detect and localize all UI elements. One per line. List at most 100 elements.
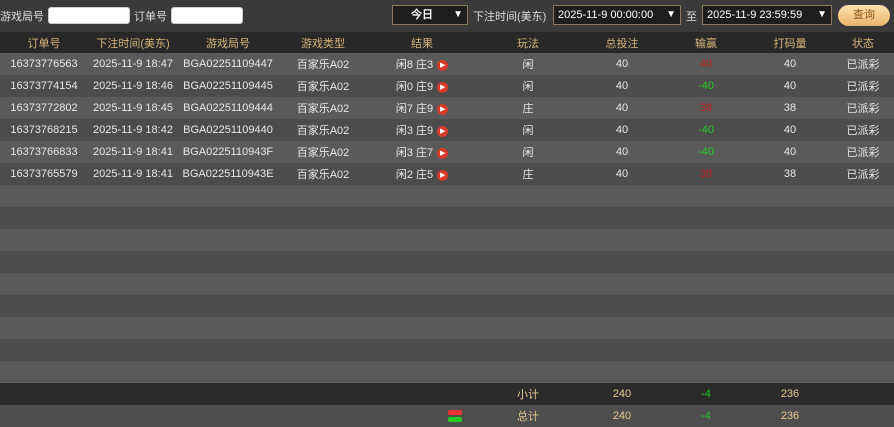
column-header: 游戏类型 [278,32,368,53]
round-value: BGA0225110943E [182,168,274,180]
cell-status [832,339,894,361]
cell-bet: 40 [580,97,664,119]
column-header: 下注时间(美东) [88,32,178,53]
cell-time: 2025-11-9 18:42 [88,119,178,141]
cell-bet: 40 [580,53,664,75]
time-value: 2025-11-9 18:46 [93,80,173,92]
cell-play: 庄 [476,97,580,119]
play-value: 庄 [522,169,534,181]
result-value: 闲3 庄9 [395,125,434,137]
cell-code [748,207,832,229]
cell-round: BGA0225110943E [178,163,278,185]
cell-round [178,361,278,383]
cell-order: 16373766833 [0,141,88,163]
cell-win: -40 [664,119,748,141]
end-time-select[interactable]: 2025-11-9 23:59:59 ▼ [702,5,832,25]
cell-win: -40 [664,141,748,163]
cell-play: 闲 [476,53,580,75]
table-row[interactable]: 16373766833 2025-11-9 18:41 BGA0225110943F… [0,141,894,163]
cell-code [748,251,832,273]
cell-order: 16373765579 [0,163,88,185]
cell-round: BGA02251109440 [178,119,278,141]
cell-status [832,185,894,207]
subtotal-code: 236 [780,388,800,400]
cell-time [88,295,178,317]
cell-result [368,317,476,339]
query-button[interactable]: 查询 [838,5,890,26]
cell-code [748,339,832,361]
cell-code: 38 [748,97,832,119]
refresh-swap-icon[interactable] [448,410,462,423]
bet-value: 40 [615,58,629,70]
play-video-icon[interactable]: ▶ [437,125,449,137]
play-video-icon[interactable]: ▶ [437,81,449,93]
column-header: 总投注 [580,32,664,53]
play-video-icon[interactable]: ▶ [437,169,449,181]
cell-code: 38 [748,163,832,185]
cell-win [664,251,748,273]
cell-round: BGA02251109447 [178,53,278,75]
table-row[interactable]: 16373768215 2025-11-9 18:42 BGA02251109440… [0,119,894,141]
column-header: 输赢 [664,32,748,53]
cell-play [476,229,580,251]
cell-type [278,229,368,251]
cell-win [664,339,748,361]
chevron-down-icon: ▼ [666,9,676,20]
play-video-icon[interactable]: ▶ [437,103,449,115]
cell-status: 已派彩 [832,75,894,97]
cell-play [476,295,580,317]
cell-bet [580,361,664,383]
cell-order: 16373768215 [0,119,88,141]
empty-row [0,207,894,229]
start-time-select[interactable]: 2025-11-9 00:00:00 ▼ [553,5,681,25]
result-value: 闲0 庄9 [395,81,434,93]
cell-bet [580,317,664,339]
cell-bet: 40 [580,163,664,185]
column-header: 状态 [832,32,894,53]
win-value: 40 [699,58,713,70]
bet-value: 40 [615,124,629,136]
cell-status [832,229,894,251]
type-value: 百家乐A02 [296,147,350,159]
bet-record-table: 订单号 下注时间(美东) 游戏局号 游戏类型 结果 玩法 总投注 输赢 打码量 状态 163737… [0,32,894,427]
column-header: 订单号 [0,32,88,53]
game-round-label: 游戏局号 [0,11,44,23]
cell-bet: 40 [580,75,664,97]
empty-row [0,339,894,361]
empty-row [0,185,894,207]
table-row[interactable]: 16373765579 2025-11-9 18:41 BGA0225110943E… [0,163,894,185]
cell-win [664,295,748,317]
cell-type: 百家乐A02 [278,53,368,75]
chevron-down-icon: ▼ [817,9,827,20]
cell-status: 已派彩 [832,53,894,75]
cell-time: 2025-11-9 18:41 [88,163,178,185]
cell-win: -40 [664,75,748,97]
empty-row [0,251,894,273]
time-value: 2025-11-9 18:47 [93,58,173,70]
bet-value: 40 [615,80,629,92]
time-value: 2025-11-9 18:42 [93,124,173,136]
cell-code: 40 [748,141,832,163]
cell-status: 已派彩 [832,141,894,163]
cell-order [0,295,88,317]
round-value: BGA02251109447 [183,58,273,70]
code-value: 40 [783,146,797,158]
table-row[interactable]: 16373774154 2025-11-9 18:46 BGA02251109445… [0,75,894,97]
play-video-icon[interactable]: ▶ [437,59,449,71]
status-value: 已派彩 [846,125,880,137]
result-value: 闲2 庄5 [395,169,434,181]
game-round-input[interactable] [48,7,130,24]
table-row[interactable]: 16373772802 2025-11-9 18:45 BGA02251109444… [0,97,894,119]
time-value: 2025-11-9 18:45 [93,102,173,114]
cell-win [664,229,748,251]
order-input[interactable] [171,7,243,24]
cell-type [278,207,368,229]
cell-status [832,207,894,229]
cell-result: 闲3 庄7 ▶ [368,141,476,163]
play-video-icon[interactable]: ▶ [437,147,449,159]
table-row[interactable]: 16373776563 2025-11-9 18:47 BGA02251109447… [0,53,894,75]
period-select[interactable]: 今日 ▼ [392,5,468,25]
order-value: 16373765579 [10,168,78,180]
empty-row [0,317,894,339]
cell-round [178,251,278,273]
